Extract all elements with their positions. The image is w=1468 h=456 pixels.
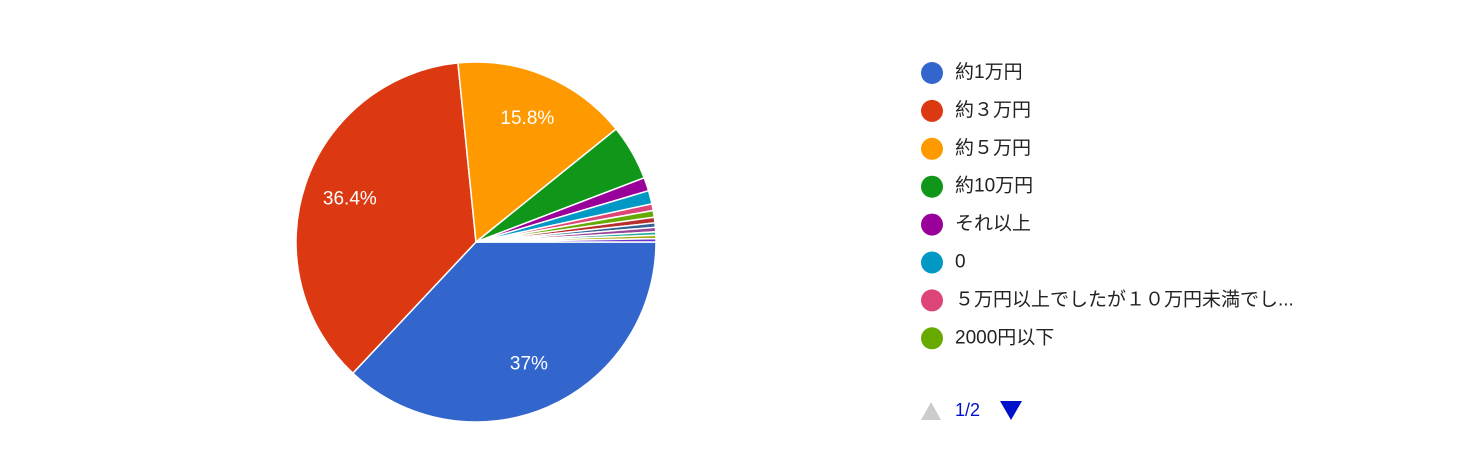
- legend-swatch: [921, 289, 943, 312]
- slice-label: 37%: [510, 353, 548, 374]
- legend-swatch: [921, 137, 943, 160]
- legend-label: 約1万円: [955, 61, 1023, 83]
- slice-label: 15.8%: [500, 108, 554, 129]
- legend-label: 約10万円: [955, 175, 1033, 197]
- legend-swatch: [921, 213, 943, 236]
- pie-slice: [295, 62, 477, 375]
- slice-label: 36.4%: [323, 188, 377, 209]
- pager-label: 1/2: [955, 400, 980, 420]
- legend-label: 約５万円: [955, 137, 1031, 159]
- pager-next[interactable]: [1000, 401, 1022, 420]
- legend-label: それ以上: [955, 213, 1031, 235]
- legend-label: ５万円以上でしたが１０万円未満でし...: [955, 288, 1294, 310]
- legend-swatch: [921, 99, 943, 122]
- legend-swatch: [921, 62, 943, 84]
- legend-swatch: [921, 251, 943, 274]
- legend-label: 2000円以下: [955, 327, 1054, 348]
- legend-swatch: [921, 175, 943, 198]
- pie-slice: [457, 61, 618, 244]
- legend-swatch: [921, 327, 943, 350]
- legend-label: 約３万円: [955, 99, 1031, 121]
- legend-label: 0: [955, 252, 966, 273]
- pie-slice: [351, 241, 657, 423]
- pager-prev[interactable]: [921, 402, 941, 420]
- pie-slice: [475, 237, 657, 243]
